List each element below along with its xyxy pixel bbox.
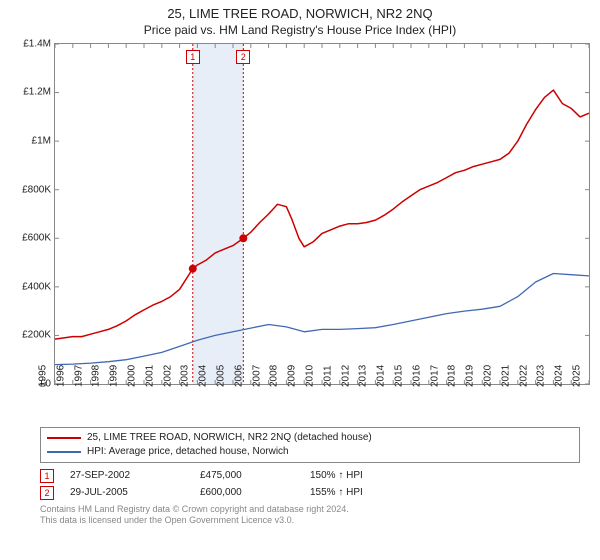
license-line-1: Contains HM Land Registry data © Crown c… <box>40 504 580 515</box>
x-tick-label: 2010 <box>305 365 316 387</box>
x-tick-label: 2020 <box>483 365 494 387</box>
x-tick-label: 1996 <box>55 365 66 387</box>
chart-container: 25, LIME TREE ROAD, NORWICH, NR2 2NQ Pri… <box>0 0 600 560</box>
x-tick-label: 2013 <box>358 365 369 387</box>
event-date: 27-SEP-2002 <box>70 469 200 483</box>
x-tick-label: 2021 <box>500 365 511 387</box>
x-tick-label: 2005 <box>216 365 227 387</box>
event-price: £600,000 <box>200 486 310 500</box>
x-tick-label: 2011 <box>322 365 333 387</box>
x-tick-label: 2024 <box>554 365 565 387</box>
x-tick-label: 2025 <box>572 365 583 387</box>
x-tick-label: 2008 <box>269 365 280 387</box>
x-tick-label: 2022 <box>518 365 529 387</box>
legend-swatch <box>47 451 81 453</box>
x-tick-label: 2015 <box>394 365 405 387</box>
x-tick-label: 1999 <box>109 365 120 387</box>
y-tick-label: £1.2M <box>23 87 51 98</box>
legend-swatch <box>47 437 81 439</box>
plot-area: £0£200K£400K£600K£800K£1M£1.2M£1.4M 12 <box>54 43 590 385</box>
legend-row: 25, LIME TREE ROAD, NORWICH, NR2 2NQ (de… <box>47 431 573 445</box>
x-tick-label: 2001 <box>144 365 155 387</box>
x-tick-label: 2003 <box>180 365 191 387</box>
x-tick-label: 2000 <box>127 365 138 387</box>
chart-title: 25, LIME TREE ROAD, NORWICH, NR2 2NQ <box>0 6 600 23</box>
event-price: £475,000 <box>200 469 310 483</box>
y-tick-label: £800K <box>22 184 51 195</box>
event-pct: 150% ↑ HPI <box>310 469 363 483</box>
x-tick-label: 1998 <box>91 365 102 387</box>
y-tick-label: £1.4M <box>23 38 51 49</box>
event-badge: 2 <box>40 486 54 500</box>
x-tick-label: 2004 <box>198 365 209 387</box>
x-tick-label: 1997 <box>73 365 84 387</box>
x-tick-label: 2006 <box>233 365 244 387</box>
x-tick-label: 2018 <box>447 365 458 387</box>
x-tick-label: 2019 <box>465 365 476 387</box>
x-axis-labels: 1995199619971998199920002001200220032004… <box>54 385 590 427</box>
legend-label: 25, LIME TREE ROAD, NORWICH, NR2 2NQ (de… <box>87 431 372 445</box>
x-tick-label: 2002 <box>162 365 173 387</box>
vline-badge: 1 <box>186 50 200 64</box>
x-tick-label: 2009 <box>287 365 298 387</box>
event-row: 2 29-JUL-2005£600,000155% ↑ HPI <box>40 486 580 500</box>
vline-badge: 2 <box>236 50 250 64</box>
y-tick-label: £600K <box>22 233 51 244</box>
license-text: Contains HM Land Registry data © Crown c… <box>40 504 580 527</box>
x-tick-label: 1995 <box>38 365 49 387</box>
legend: 25, LIME TREE ROAD, NORWICH, NR2 2NQ (de… <box>40 427 580 463</box>
x-tick-label: 2023 <box>536 365 547 387</box>
event-date: 29-JUL-2005 <box>70 486 200 500</box>
x-tick-label: 2014 <box>376 365 387 387</box>
legend-row: HPI: Average price, detached house, Norw… <box>47 445 573 459</box>
event-row: 1 27-SEP-2002£475,000150% ↑ HPI <box>40 469 580 483</box>
y-tick-label: £200K <box>22 330 51 341</box>
x-tick-label: 2017 <box>429 365 440 387</box>
x-tick-label: 2016 <box>411 365 422 387</box>
event-badge: 1 <box>40 469 54 483</box>
y-tick-label: £400K <box>22 281 51 292</box>
events-table: 1 27-SEP-2002£475,000150% ↑ HPI 2 29-JUL-20… <box>40 469 580 500</box>
x-tick-label: 2012 <box>340 365 351 387</box>
legend-label: HPI: Average price, detached house, Norw… <box>87 445 289 459</box>
y-tick-label: £1M <box>32 136 51 147</box>
license-line-2: This data is licensed under the Open Gov… <box>40 515 580 526</box>
x-tick-label: 2007 <box>251 365 262 387</box>
chart-subtitle: Price paid vs. HM Land Registry's House … <box>0 23 600 37</box>
event-pct: 155% ↑ HPI <box>310 486 363 500</box>
chart-svg <box>55 44 589 384</box>
